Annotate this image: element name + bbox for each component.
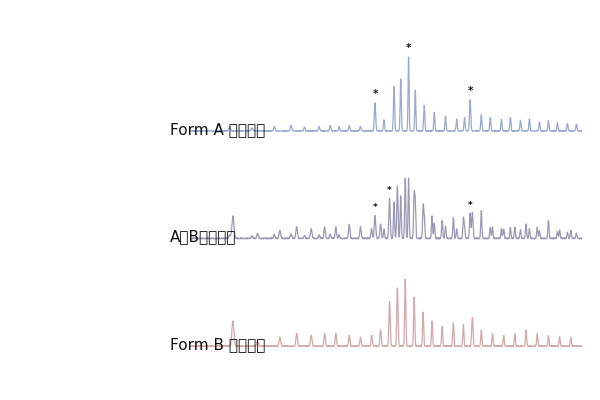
Text: Form B 针状結晶: Form B 针状結晶 xyxy=(170,337,266,352)
Text: AとBの混合物: AとBの混合物 xyxy=(170,230,237,244)
Text: *: * xyxy=(373,89,377,99)
Text: *: * xyxy=(406,43,411,53)
Text: *: * xyxy=(468,201,472,210)
Text: *: * xyxy=(387,186,392,195)
Text: *: * xyxy=(373,203,377,212)
Text: *: * xyxy=(467,86,473,96)
Text: Form A 粒状結晶: Form A 粒状結晶 xyxy=(170,122,265,137)
